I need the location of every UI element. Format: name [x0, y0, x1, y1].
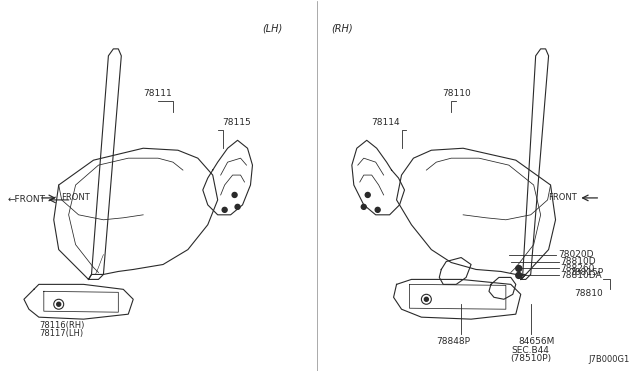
Text: 78815P: 78815P [569, 269, 604, 278]
Text: 78114: 78114 [371, 118, 399, 127]
Text: FRONT: FRONT [61, 193, 90, 202]
Text: 78810: 78810 [575, 289, 604, 298]
Text: 78810DA: 78810DA [561, 271, 602, 280]
Circle shape [516, 266, 522, 272]
Circle shape [57, 302, 61, 306]
Text: SEC.B44: SEC.B44 [512, 346, 550, 355]
Text: 78848P: 78848P [436, 337, 470, 346]
Circle shape [361, 204, 366, 209]
Circle shape [222, 207, 227, 212]
Text: (LH): (LH) [262, 23, 282, 33]
Circle shape [235, 204, 240, 209]
Text: 78116(RH): 78116(RH) [39, 321, 84, 330]
Text: 84656M: 84656M [518, 337, 555, 346]
Circle shape [375, 207, 380, 212]
Text: 78111: 78111 [144, 89, 172, 97]
Text: J7B000G1: J7B000G1 [589, 355, 630, 364]
Circle shape [424, 297, 428, 301]
Text: 78810D: 78810D [561, 257, 596, 266]
Text: (78510P): (78510P) [510, 354, 551, 363]
Circle shape [232, 192, 237, 198]
Text: FRONT: FRONT [548, 193, 577, 202]
Text: 788260: 788260 [561, 264, 595, 273]
Text: 78115: 78115 [223, 118, 252, 127]
Circle shape [365, 192, 370, 198]
Text: 78117(LH): 78117(LH) [39, 329, 83, 338]
Circle shape [516, 272, 522, 278]
Text: 78020D: 78020D [559, 250, 594, 259]
Text: ←FRONT: ←FRONT [8, 195, 46, 204]
Text: 78110: 78110 [442, 89, 470, 97]
Text: (RH): (RH) [331, 23, 353, 33]
